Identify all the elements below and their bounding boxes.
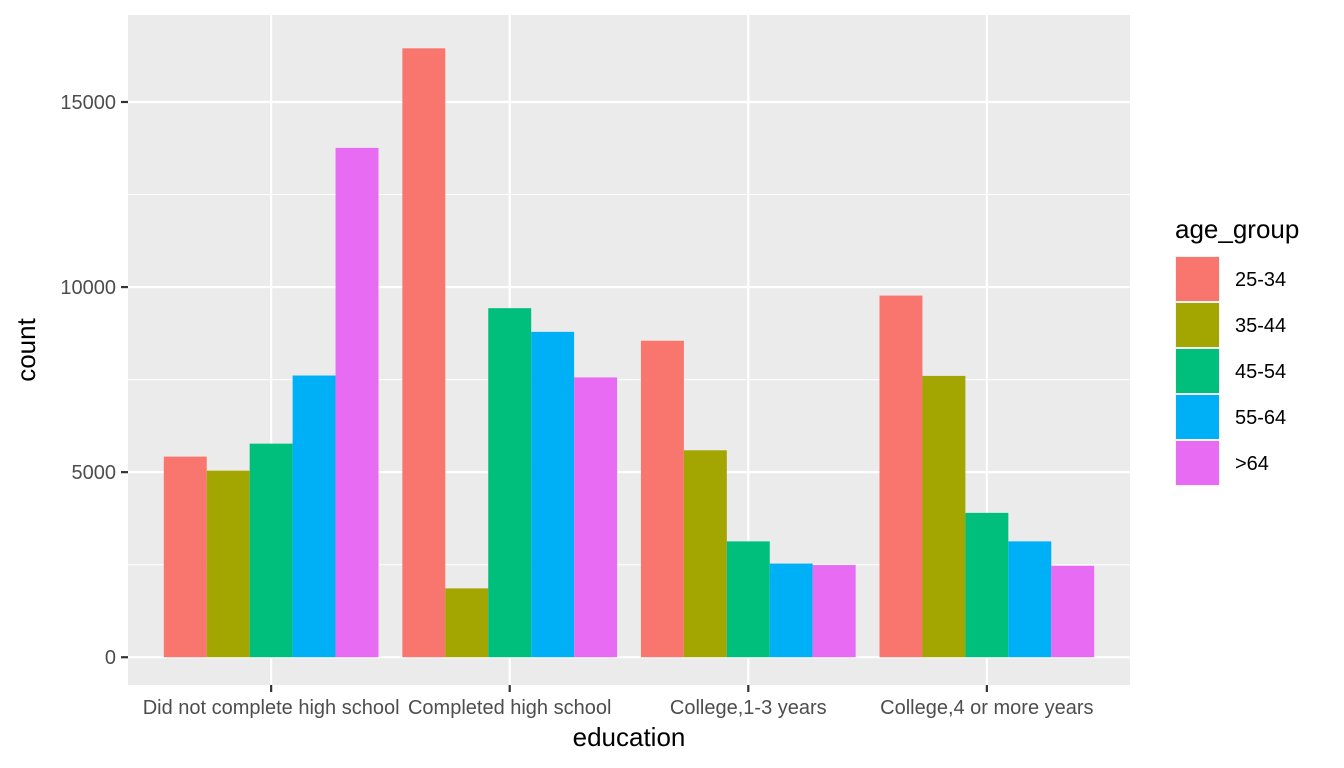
bar <box>402 48 446 658</box>
bar <box>769 563 813 658</box>
bar <box>879 295 923 658</box>
bar <box>445 588 489 658</box>
legend-key <box>1176 349 1219 393</box>
bar <box>726 541 770 658</box>
bar <box>574 377 618 658</box>
bar <box>292 375 336 658</box>
y-tick-label: 0 <box>105 647 116 669</box>
y-tick-label: 15000 <box>60 92 116 114</box>
y-axis-title: count <box>11 317 41 381</box>
bar <box>922 375 966 658</box>
legend-label: 45-54 <box>1235 361 1286 383</box>
legend-label: 35-44 <box>1235 315 1286 337</box>
bar <box>335 147 379 658</box>
bar <box>249 443 293 658</box>
bar <box>488 308 532 658</box>
y-tick-label: 10000 <box>60 277 116 299</box>
y-axis: 0 5000 10000 15000 <box>60 92 128 669</box>
legend: age_group 25-34 35-44 45-54 55-64 >64 <box>1175 214 1299 486</box>
legend-key <box>1176 257 1219 301</box>
bar <box>206 470 250 658</box>
bar <box>640 340 684 658</box>
bars <box>163 48 1095 658</box>
legend-key <box>1176 303 1219 347</box>
legend-label: >64 <box>1235 453 1269 475</box>
bar <box>1008 541 1052 658</box>
bar <box>531 331 575 658</box>
legend-key <box>1176 441 1219 485</box>
legend-label: 25-34 <box>1235 269 1286 291</box>
bar <box>683 450 727 658</box>
x-tick-label: College,4 or more years <box>880 697 1093 719</box>
bar <box>163 456 207 658</box>
legend-label: 55-64 <box>1235 407 1286 429</box>
x-axis: Did not complete high school Completed hi… <box>143 685 1094 719</box>
x-axis-title: education <box>573 722 686 752</box>
x-tick-label: Did not complete high school <box>143 697 400 719</box>
y-tick-label: 5000 <box>72 462 117 484</box>
legend-title: age_group <box>1175 214 1299 244</box>
bar <box>812 565 856 658</box>
bar <box>965 512 1009 658</box>
legend-key <box>1176 395 1219 439</box>
bar <box>1051 565 1095 658</box>
x-tick-label: College,1-3 years <box>670 697 827 719</box>
x-tick-label: Completed high school <box>408 697 611 719</box>
